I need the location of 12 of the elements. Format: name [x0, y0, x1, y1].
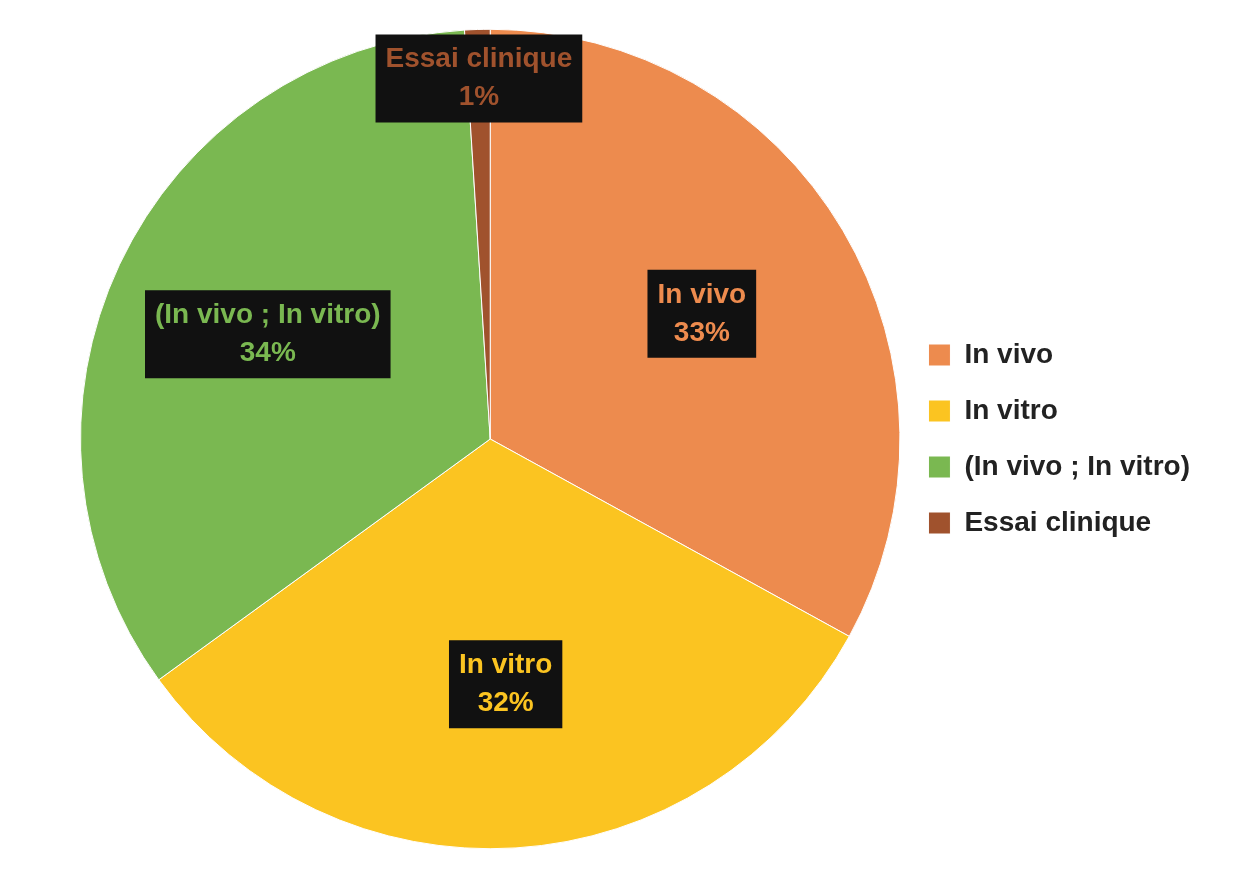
legend-label: In vivo — [964, 337, 1054, 369]
data-label: 32% — [477, 686, 534, 718]
data-label: 33% — [673, 315, 730, 347]
slice-label: In vitro — [458, 648, 553, 680]
legend-label: Essai clinique — [964, 505, 1152, 537]
slice-label: (In vivo ; In vitro) — [155, 298, 381, 330]
data-label: 1% — [458, 80, 500, 112]
data-label: 34% — [239, 336, 296, 368]
legend-label: (In vivo ; In vitro) — [964, 449, 1190, 481]
legend-label: In vitro — [964, 393, 1058, 425]
slice-label: In vivo — [657, 277, 747, 309]
slice-label: Essai clinique — [385, 42, 573, 74]
